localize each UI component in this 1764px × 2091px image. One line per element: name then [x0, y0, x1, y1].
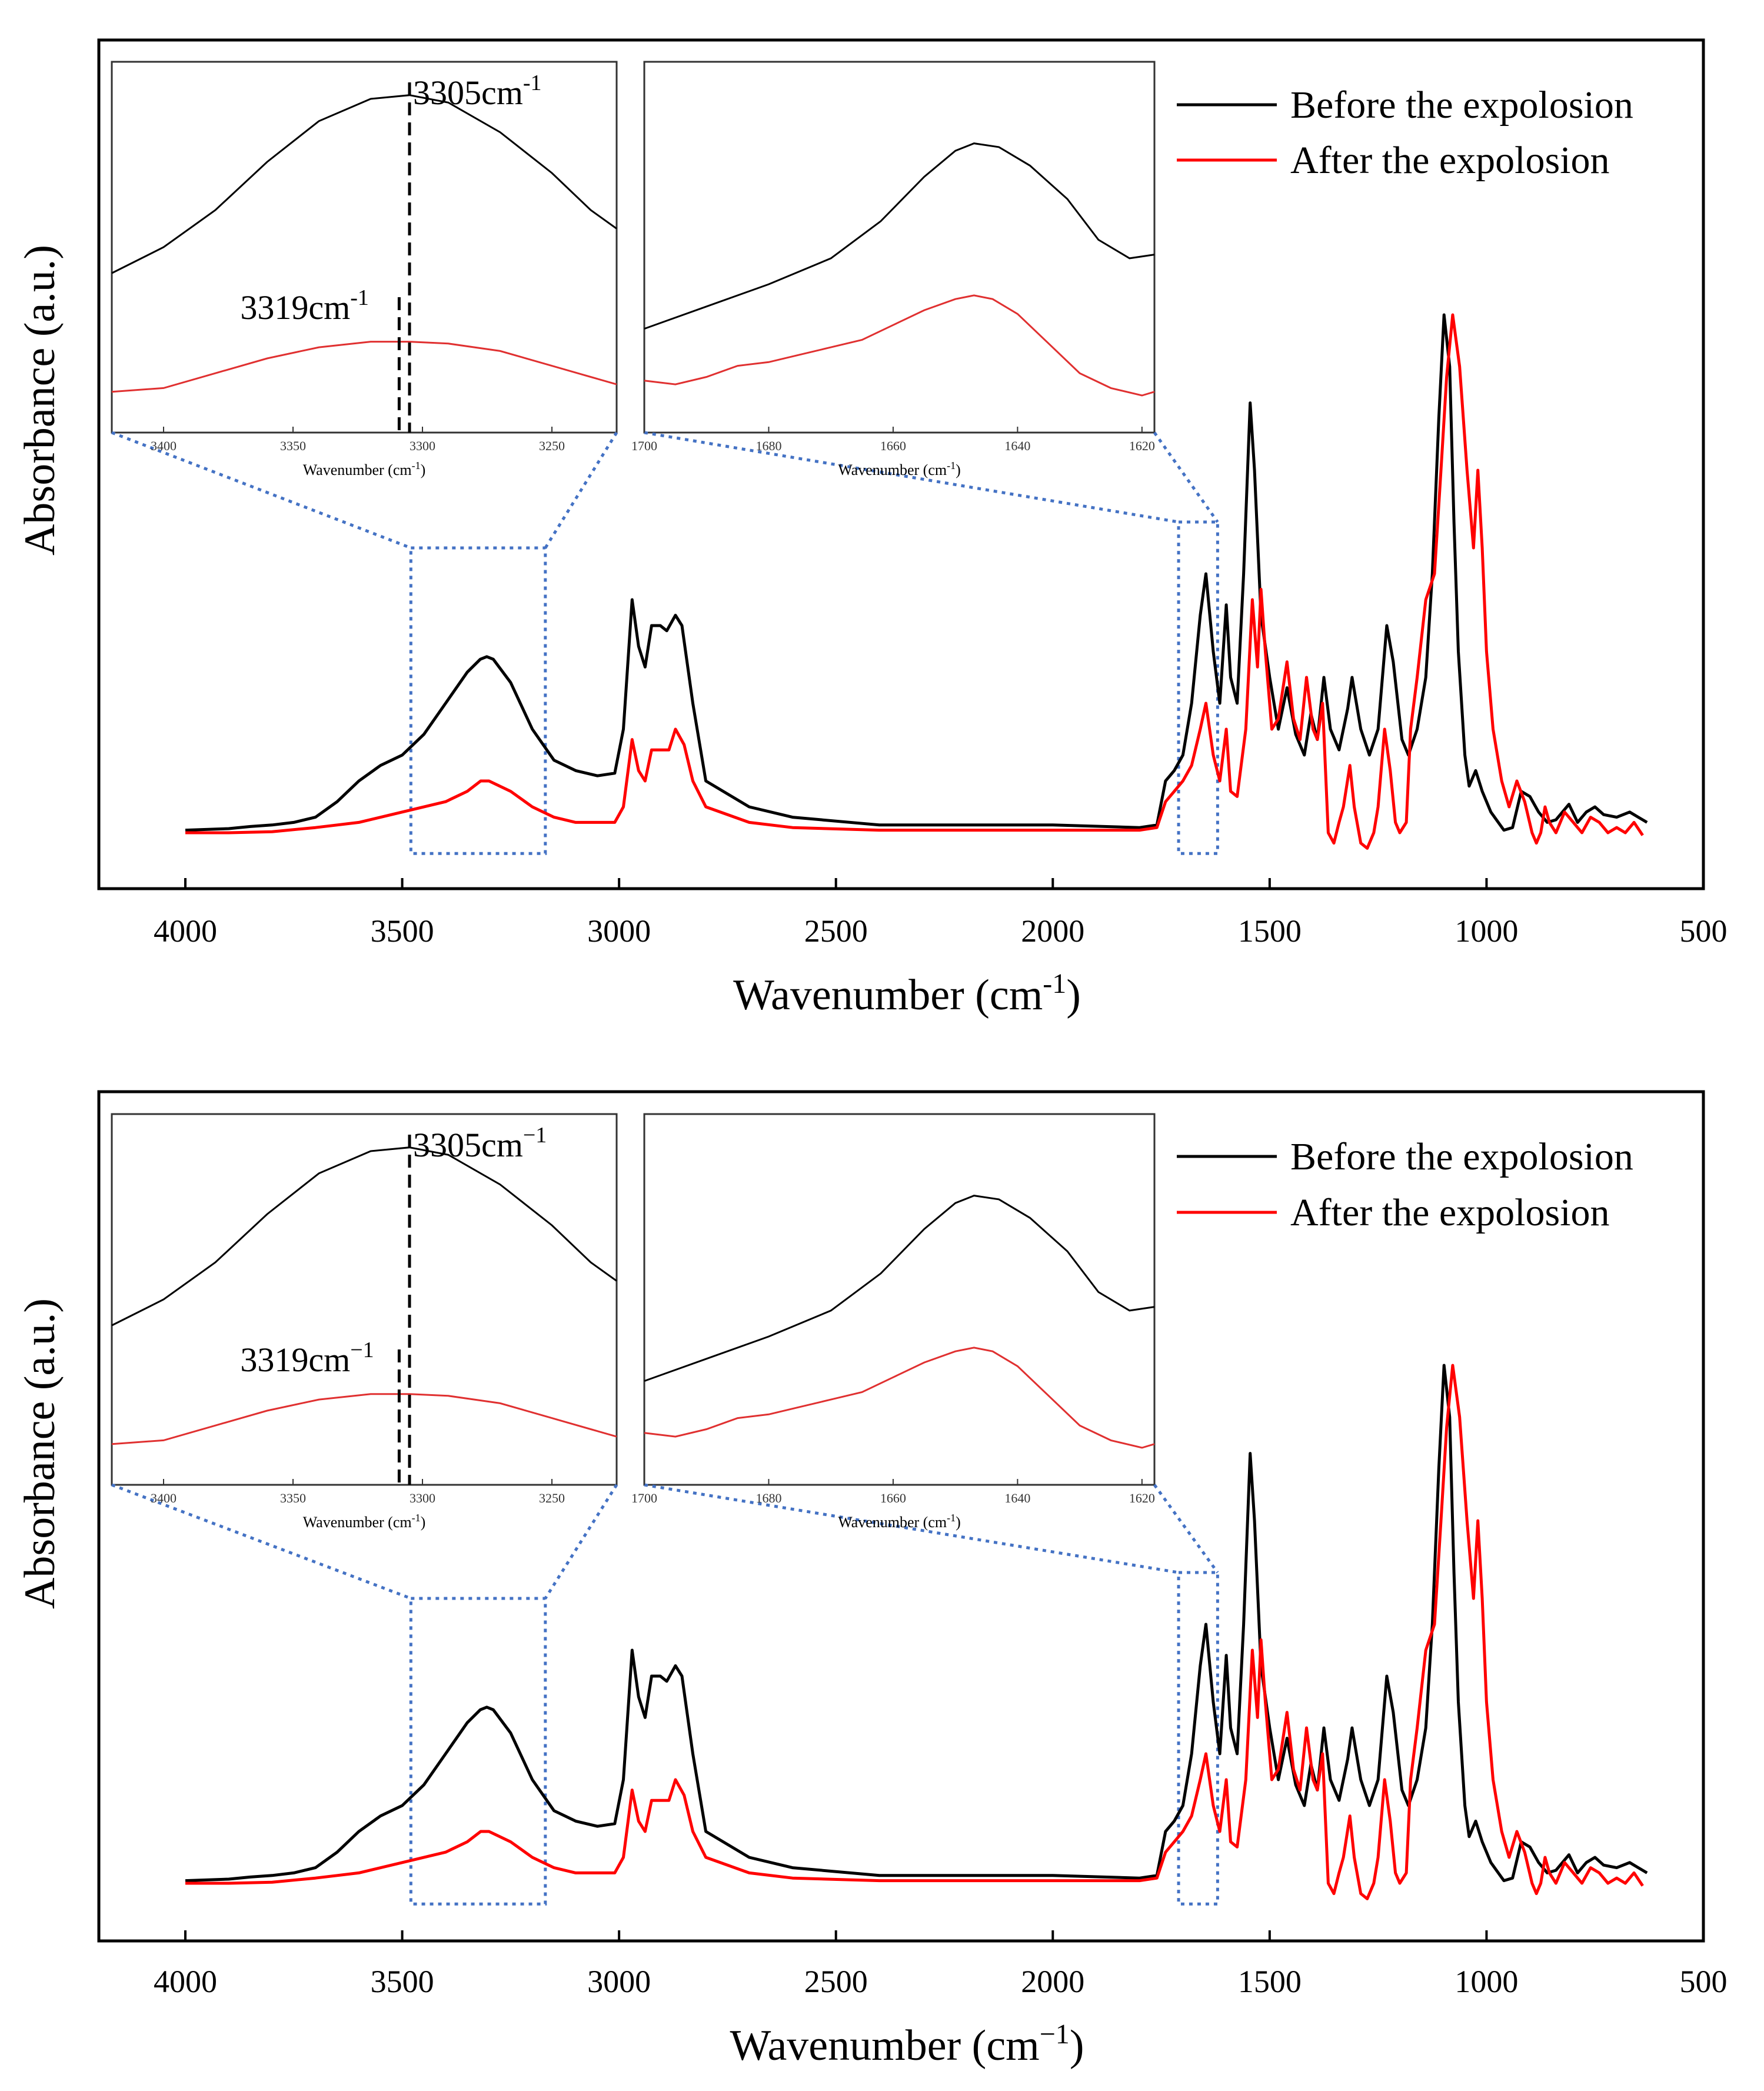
inset-x-tick-label: 1700 [631, 438, 657, 453]
inset-series-before [111, 94, 617, 274]
inset-x-tick-label: 3400 [151, 438, 177, 453]
chart-panel-2: 4000 3500 3000 2500 2000 1500 1000 500 Wavenumbe… [16, 1090, 1728, 2070]
inset-x-tick-label: 1620 [1129, 1491, 1155, 1505]
x-tick-label: 1000 [1455, 913, 1518, 949]
x-tick-label: 2500 [804, 1964, 868, 1999]
x-tick-label: 3500 [371, 913, 434, 949]
x-axis-label: Wavenumber (cm-1) [733, 968, 1081, 1019]
inset-x-axis-label: Wavenumber (cm-1) [838, 1512, 961, 1531]
series-line-after [185, 1364, 1644, 1900]
zoom-guide-line [544, 431, 618, 549]
inset-2: 1700 1680 1660 1640 1620 Wavenumber (cm-1) [631, 61, 1219, 524]
inset-series-before [644, 1195, 1155, 1382]
zoom-guide-line [1153, 1484, 1219, 1574]
inset-x-axis-label: Wavenumber (cm-1) [303, 1512, 426, 1531]
plot-frame [97, 38, 1705, 890]
inset-x-tick-label: 1660 [880, 1491, 906, 1505]
inset-x-tick-label: 3300 [410, 438, 435, 453]
x-tick-label: 500 [1680, 1964, 1728, 1999]
legend-label: After the expolosion [1290, 1191, 1610, 1234]
inset-x-tick-label: 1680 [755, 1491, 781, 1505]
inset-frame [643, 61, 1156, 434]
legend-label: Before the expolosion [1290, 1135, 1633, 1178]
inset-x-tick-label: 3350 [280, 1491, 306, 1505]
x-tick-label: 1000 [1455, 1964, 1518, 1999]
x-tick-label: 2000 [1021, 1964, 1084, 1999]
series-line-before [185, 1364, 1648, 1883]
zoom-guide-line [1153, 431, 1219, 523]
inset-x-tick-label: 3250 [539, 438, 565, 453]
inset-series-before [111, 1146, 617, 1327]
inset-x-tick-label: 3250 [539, 1491, 565, 1505]
inset-x-tick-label: 3300 [410, 1491, 435, 1505]
zoom-guide-line [111, 431, 412, 550]
legend: Before the expolosion After the expolosio… [1177, 84, 1633, 182]
y-axis-label: Absorbance (a.u.) [16, 245, 64, 556]
inset-x-tick-label: 1640 [1004, 438, 1030, 453]
legend-label: Before the expolosion [1290, 84, 1633, 127]
series-line-after [185, 313, 1644, 850]
inset-x-tick-label: 1620 [1129, 438, 1155, 453]
zoom-guide-line [111, 1483, 412, 1600]
zoom-box-2 [1177, 520, 1219, 855]
plot-frame [97, 1090, 1705, 1943]
marker-label-3319: 3319cm-1 [240, 285, 369, 327]
inset-frame [111, 1113, 618, 1486]
legend-label: After the expolosion [1290, 139, 1610, 182]
legend: Before the expolosion After the expolosio… [1177, 1135, 1633, 1234]
inset-series-after [644, 1347, 1155, 1449]
inset-frame [111, 61, 618, 434]
inset-x-tick-label: 1680 [755, 438, 781, 453]
zoom-box-2 [1177, 1571, 1219, 1906]
zoom-box-1 [409, 546, 547, 855]
inset-x-tick-label: 3400 [151, 1491, 177, 1505]
x-tick-label: 2000 [1021, 913, 1084, 949]
x-axis-label: Wavenumber (cm−1) [730, 2019, 1084, 2070]
inset-x-tick-label: 3350 [280, 438, 306, 453]
inset-x-tick-label: 1640 [1004, 1491, 1030, 1505]
x-tick-label: 4000 [154, 913, 217, 949]
inset-series-after [111, 1393, 617, 1445]
inset-2: 1700 1680 1660 1640 1620 Wavenumber (cm-1) [631, 1113, 1219, 1574]
x-tick-label: 4000 [154, 1964, 217, 1999]
x-tick-label: 3000 [587, 1964, 651, 1999]
inset-1: 3400 3350 3300 3250 Wavenumber (cm-1) 3305cm-… [111, 61, 618, 550]
inset-series-after [111, 341, 617, 393]
series-line-before [185, 313, 1648, 832]
x-tick-label: 3500 [371, 1964, 434, 1999]
y-axis-label: Absorbance (a.u.) [16, 1298, 64, 1609]
zoom-guide-line [544, 1484, 618, 1600]
inset-x-axis-label: Wavenumber (cm-1) [838, 460, 961, 478]
x-tick-label: 2500 [804, 913, 868, 949]
x-tick-label: 1500 [1238, 913, 1302, 949]
zoom-box-1 [409, 1597, 547, 1906]
inset-x-tick-label: 1660 [880, 438, 906, 453]
inset-x-axis-label: Wavenumber (cm-1) [303, 460, 426, 478]
inset-frame [643, 1113, 1156, 1486]
inset-x-tick-label: 1700 [631, 1491, 657, 1505]
marker-label-3305: 3305cm-1 [413, 71, 542, 112]
x-tick-label: 3000 [587, 913, 651, 949]
x-tick-label: 1500 [1238, 1964, 1302, 1999]
x-tick-label: 500 [1680, 913, 1728, 949]
inset-series-after [644, 294, 1155, 397]
inset-series-before [644, 142, 1155, 330]
chart-panel-1: 4000 3500 3000 2500 2000 1500 1000 500 Wavenumbe… [16, 38, 1728, 1019]
